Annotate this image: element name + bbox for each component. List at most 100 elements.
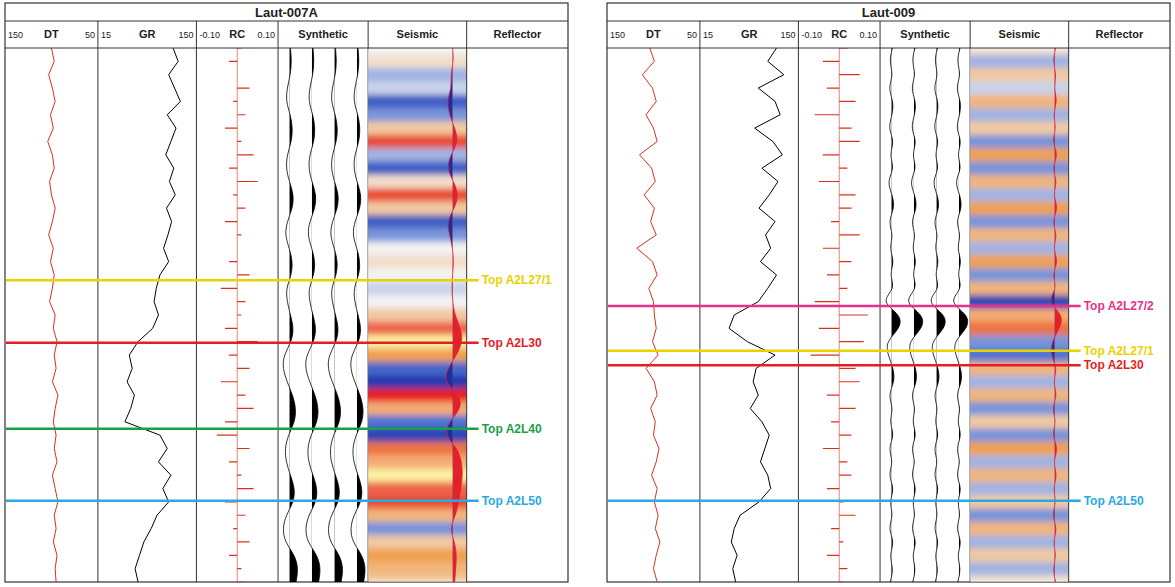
track-name: Reflector <box>1095 28 1143 40</box>
rc-spike <box>839 141 859 142</box>
rc-spike <box>225 221 237 222</box>
seismic-cell <box>970 121 1069 135</box>
horizon-label: Top A2L50 <box>482 494 542 508</box>
rc-spike <box>237 87 249 88</box>
track-name: GR <box>139 28 156 40</box>
tick-label: 0.10 <box>258 30 276 40</box>
track-name: Seismic <box>999 28 1041 40</box>
rc-spike <box>237 301 245 302</box>
rc-spike <box>229 61 237 62</box>
track-name: RC <box>831 28 847 40</box>
track-separator <box>1068 21 1069 582</box>
seismic-cell <box>970 415 1069 429</box>
rc-spike <box>229 461 237 462</box>
seismic-cell <box>970 308 1069 322</box>
rc-spike <box>237 475 241 476</box>
rc-spike <box>827 488 839 489</box>
rc-spike <box>839 515 855 516</box>
rc-spike <box>217 435 237 436</box>
seismic-cell <box>970 388 1069 402</box>
seismic-cell <box>970 148 1069 162</box>
rc-spike <box>823 154 839 155</box>
seismic-cell <box>368 188 467 202</box>
seismic-cell <box>368 549 467 563</box>
seismic-cell <box>970 242 1069 256</box>
rc-spike <box>233 194 237 195</box>
horizons: Top A2L27/2Top A2L27/1Top A2L30Top A2L50 <box>608 299 1154 508</box>
rc-spike <box>237 488 253 489</box>
rc-spike <box>229 555 237 556</box>
seismic-cell <box>368 455 467 469</box>
rc-spike <box>839 581 843 582</box>
rc-spike <box>225 328 237 329</box>
tick-label: 150 <box>8 30 23 40</box>
figure: Laut-007ADT15050GR15150RC-0.100.10Synthe… <box>0 0 1175 587</box>
rc-spike <box>237 234 241 235</box>
rc-spike <box>233 528 237 529</box>
horizon-label: Top A2L40 <box>482 422 542 436</box>
seismic-cell <box>368 55 467 69</box>
seismic-cell <box>368 388 467 402</box>
tick-label: 15 <box>703 30 713 40</box>
seismic-cell <box>970 375 1069 389</box>
rc-spike <box>237 395 245 396</box>
seismic-cell <box>970 81 1069 95</box>
seismic-cell <box>368 535 467 549</box>
tick-label: 15 <box>101 30 111 40</box>
seismic-cell <box>970 469 1069 483</box>
seismic-cell <box>368 322 467 336</box>
panel-title: Laut-009 <box>862 5 915 20</box>
rc-spike <box>229 261 237 262</box>
track-separator <box>97 21 98 582</box>
horizon-line <box>608 305 1081 308</box>
rc-spike <box>823 61 839 62</box>
rc-spike <box>823 248 839 249</box>
panel-frame <box>5 3 568 582</box>
track-name: Synthetic <box>900 28 950 40</box>
rc-spike <box>225 128 237 129</box>
tick-label: 150 <box>178 30 193 40</box>
horizon-label: Top A2L27/1 <box>482 273 552 287</box>
rc-spike <box>229 168 237 169</box>
track-name: DT <box>44 28 59 40</box>
seismic-cell <box>368 308 467 322</box>
rc-spike <box>831 421 839 422</box>
seismic-cell <box>970 442 1069 456</box>
tick-label: 150 <box>610 30 625 40</box>
horizon-line <box>6 427 479 430</box>
rc-spike <box>839 341 863 342</box>
horizon-label: Top A2L27/2 <box>1084 299 1154 313</box>
seismic-cell <box>970 522 1069 536</box>
horizon-line <box>6 500 479 503</box>
horizon-line <box>6 342 479 345</box>
track-name: GR <box>741 28 758 40</box>
rc-spike <box>237 368 249 369</box>
seismic-cell <box>368 562 467 576</box>
rc-spike <box>839 261 851 262</box>
tick-label: 150 <box>780 30 795 40</box>
seismic-cell <box>970 48 1069 55</box>
rc-spike <box>839 408 855 409</box>
track-separator <box>880 21 881 582</box>
rc-spike <box>831 221 839 222</box>
rc-spike <box>237 568 241 569</box>
seismic-cell <box>970 68 1069 82</box>
rc-spike <box>237 541 249 542</box>
header-rule <box>5 48 568 49</box>
rc-spike <box>839 541 843 542</box>
track-separator <box>466 21 467 582</box>
seismic-cell <box>970 549 1069 563</box>
rc-spike <box>839 101 855 102</box>
track-name: Synthetic <box>298 28 348 40</box>
rc-spike <box>229 354 237 355</box>
rc-spike <box>839 128 851 129</box>
track-separator <box>798 21 799 582</box>
panel: Laut-007ADT15050GR15150RC-0.100.10Synthe… <box>5 3 568 583</box>
rc-spike <box>237 141 241 142</box>
rc-spike <box>819 328 839 329</box>
rc-spike <box>237 154 253 155</box>
seismic-cell <box>970 255 1069 269</box>
seismic-cell <box>368 402 467 416</box>
rc-spike <box>839 568 847 569</box>
seismic-cell <box>970 188 1069 202</box>
